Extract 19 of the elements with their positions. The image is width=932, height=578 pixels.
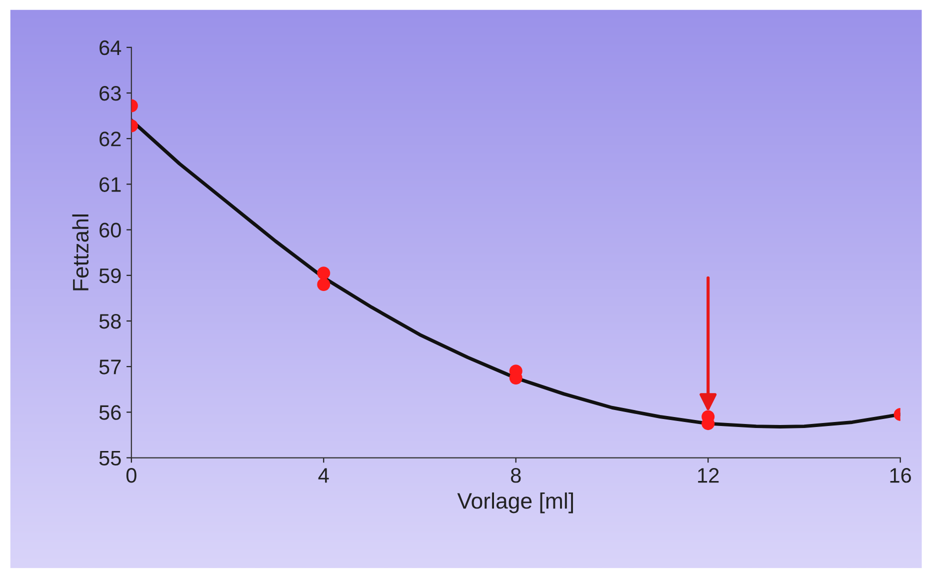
x-tick-label: 16: [890, 468, 911, 483]
y-tick-label: 60: [100, 222, 121, 238]
y-tick-label: 59: [99, 268, 121, 284]
y-tick-label: 61: [100, 177, 121, 192]
y-tick-label: 62: [100, 132, 121, 146]
y-axis-title: Fettzahl: [72, 214, 89, 290]
y-tick-label: 57: [99, 360, 121, 374]
x-tick-label: 4: [318, 468, 329, 483]
y-tick-label: 64: [100, 40, 122, 56]
y-tick-label: 63: [100, 86, 121, 101]
x-tick-label: 0: [126, 468, 136, 483]
y-tick-label: 55: [99, 450, 121, 466]
x-axis-title: Vorlage [ml]: [457, 492, 573, 514]
y-tick-label: 58: [99, 314, 121, 329]
x-tick-label: 8: [510, 468, 521, 483]
point: [317, 278, 330, 292]
x-tick-label: 12: [698, 468, 719, 483]
point: [317, 266, 330, 280]
y-tick-label: 56: [99, 405, 121, 420]
